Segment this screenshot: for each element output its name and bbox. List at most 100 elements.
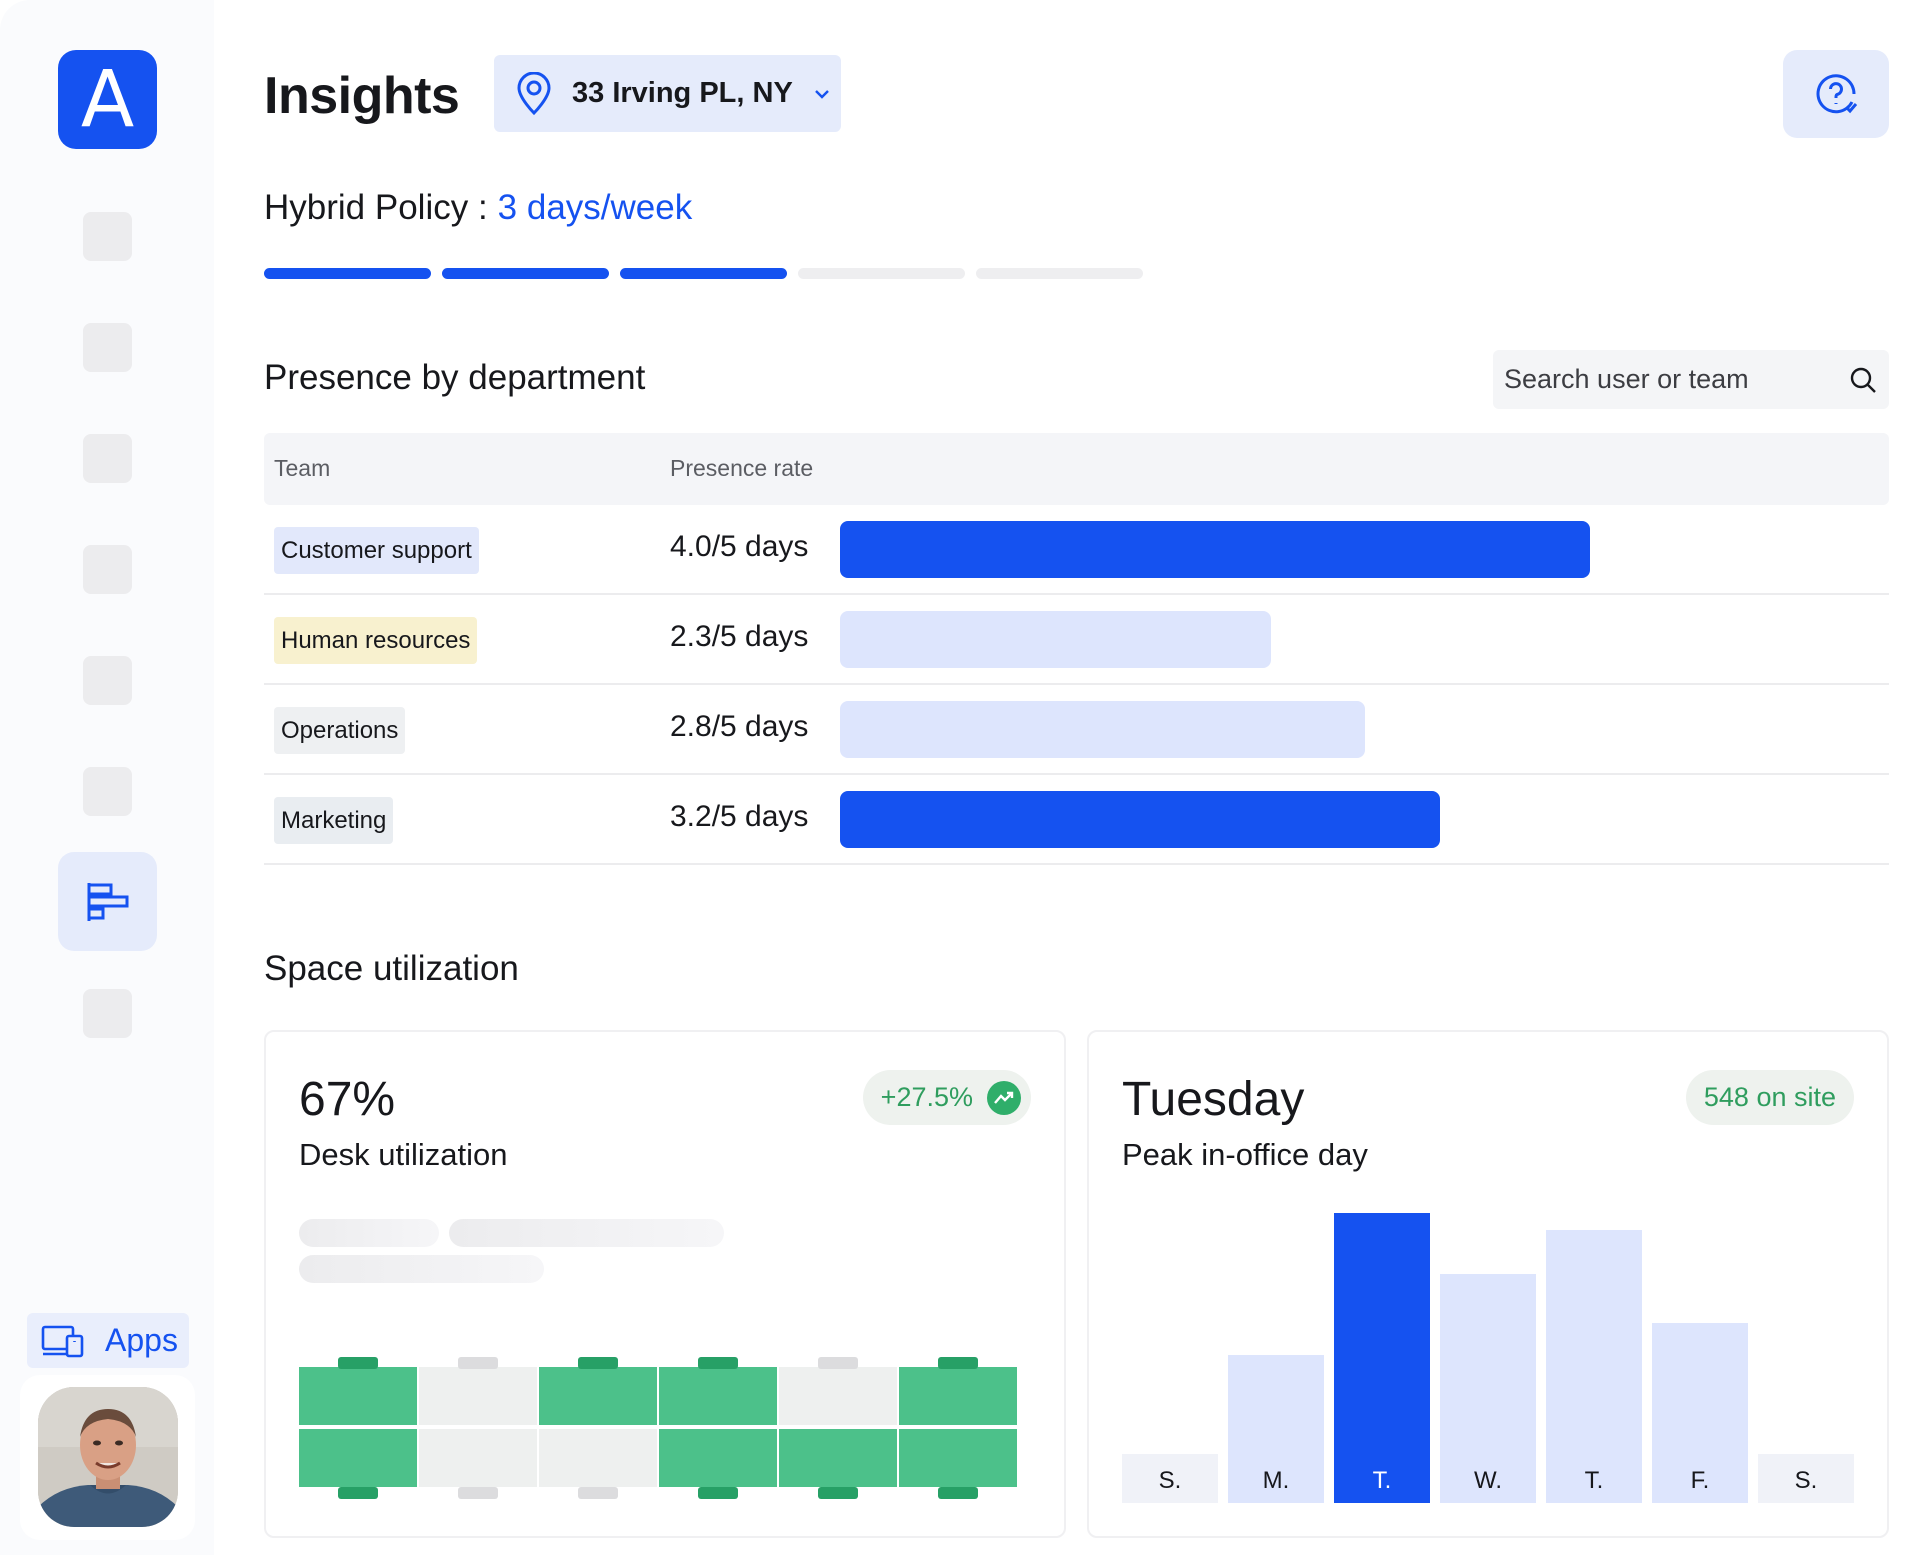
- presence-bar-track: [840, 701, 1889, 758]
- table-row[interactable]: Customer support 4.0/5 days: [264, 505, 1889, 595]
- policy-segment: [620, 268, 787, 279]
- table-row[interactable]: Marketing 3.2/5 days: [264, 775, 1889, 865]
- day-bar[interactable]: W.: [1440, 1274, 1536, 1503]
- policy-progress: [264, 268, 1143, 279]
- team-tag[interactable]: Customer support: [274, 527, 479, 574]
- search-icon: [1850, 367, 1876, 393]
- presence-title: Presence by department: [264, 358, 646, 397]
- skeleton-line: [299, 1219, 439, 1247]
- desk-free[interactable]: [779, 1367, 897, 1425]
- chair: [698, 1487, 738, 1499]
- day-label: T.: [1584, 1467, 1604, 1494]
- presence-bar: [840, 611, 1271, 668]
- space-title: Space utilization: [264, 949, 519, 988]
- presence-bar-track: [840, 611, 1889, 668]
- day-bar[interactable]: M.: [1228, 1355, 1324, 1503]
- desk-occupied[interactable]: [899, 1429, 1017, 1487]
- sidebar-item-4[interactable]: [83, 545, 132, 594]
- devices-icon: [41, 1325, 84, 1357]
- chair: [818, 1487, 858, 1499]
- desk-occupied[interactable]: [539, 1367, 657, 1425]
- table-header: Team Presence rate: [264, 433, 1889, 505]
- peak-day-card: Tuesday Peak in-office day 548 on site S…: [1087, 1030, 1889, 1538]
- presence-bar-track: [840, 791, 1889, 848]
- peak-day-value: Tuesday: [1122, 1073, 1305, 1126]
- column-team: Team: [274, 455, 331, 481]
- skeleton-line: [449, 1219, 724, 1247]
- day-bar[interactable]: S.: [1758, 1454, 1854, 1503]
- desk-occupied[interactable]: [659, 1367, 777, 1425]
- peak-day-label: Peak in-office day: [1122, 1137, 1368, 1172]
- chair: [458, 1357, 498, 1369]
- presence-bar: [840, 701, 1365, 758]
- chair: [338, 1487, 378, 1499]
- chair: [338, 1357, 378, 1369]
- day-label: M.: [1262, 1467, 1290, 1494]
- location-label: 33 Irving PL, NY: [572, 77, 793, 109]
- sidebar-item-insights[interactable]: [58, 852, 157, 951]
- app-logo[interactable]: A: [58, 50, 157, 149]
- location-pin-icon: [517, 71, 551, 115]
- avatar-container: [20, 1375, 195, 1540]
- location-dropdown[interactable]: 33 Irving PL, NY: [494, 55, 841, 132]
- page-title: Insights: [264, 67, 460, 125]
- apps-button[interactable]: Apps: [27, 1313, 189, 1368]
- on-site-count: 548 on site: [1703, 1082, 1836, 1112]
- trend-up-icon: [987, 1080, 1021, 1115]
- desk-free[interactable]: [539, 1429, 657, 1487]
- search-input[interactable]: Search user or team: [1493, 350, 1889, 409]
- day-label: F.: [1690, 1467, 1710, 1494]
- day-bar[interactable]: S.: [1122, 1454, 1218, 1503]
- day-bar[interactable]: T.: [1334, 1213, 1430, 1503]
- sidebar-item-2[interactable]: [83, 323, 132, 372]
- apps-label: Apps: [105, 1322, 178, 1358]
- search-placeholder: Search user or team: [1504, 364, 1749, 394]
- desk-utilization-label: Desk utilization: [299, 1137, 508, 1172]
- desk-free[interactable]: [419, 1367, 537, 1425]
- desk-occupied[interactable]: [299, 1367, 417, 1425]
- presence-rate: 4.0/5 days: [670, 530, 809, 563]
- policy-segment: [976, 268, 1143, 279]
- help-button[interactable]: [1783, 50, 1889, 138]
- sidebar-item-5[interactable]: [83, 656, 132, 705]
- day-bar[interactable]: F.: [1652, 1323, 1748, 1503]
- sidebar-item-3[interactable]: [83, 434, 132, 483]
- desk-occupied[interactable]: [779, 1429, 897, 1487]
- table-row[interactable]: Operations 2.8/5 days: [264, 685, 1889, 775]
- day-bar[interactable]: T.: [1546, 1230, 1642, 1503]
- presence-bar: [840, 521, 1590, 578]
- desk-occupied[interactable]: [299, 1429, 417, 1487]
- desk-occupied[interactable]: [899, 1367, 1017, 1425]
- team-tag[interactable]: Operations: [274, 707, 406, 754]
- policy-segment: [442, 268, 609, 279]
- policy-value: 3 days/week: [497, 188, 693, 227]
- chair: [938, 1357, 978, 1369]
- desk-free[interactable]: [419, 1429, 537, 1487]
- day-label: W.: [1474, 1467, 1502, 1494]
- policy-label: Hybrid Policy :: [264, 188, 488, 227]
- sidebar-item-7[interactable]: [83, 989, 132, 1038]
- desk-utilization-value: 67%: [299, 1073, 396, 1126]
- day-label: S.: [1794, 1467, 1818, 1494]
- chair: [458, 1487, 498, 1499]
- team-tag[interactable]: Marketing: [274, 797, 394, 844]
- avatar[interactable]: [38, 1387, 178, 1527]
- chair: [578, 1357, 618, 1369]
- team-tag[interactable]: Human resources: [274, 617, 478, 664]
- presence-rate: 2.8/5 days: [670, 710, 809, 743]
- chair: [578, 1487, 618, 1499]
- chair: [938, 1487, 978, 1499]
- change-value: +27.5%: [880, 1082, 973, 1112]
- desk-occupied[interactable]: [659, 1429, 777, 1487]
- chair: [698, 1357, 738, 1369]
- sidebar-item-6[interactable]: [83, 767, 132, 816]
- hybrid-policy: Hybrid Policy :3 days/week: [264, 188, 692, 228]
- table-row[interactable]: Human resources 2.3/5 days: [264, 595, 1889, 685]
- help-icon: [1816, 74, 1858, 114]
- day-label: T.: [1372, 1467, 1392, 1494]
- presence-bar-track: [840, 521, 1889, 578]
- change-badge: +27.5%: [862, 1070, 1031, 1125]
- day-label: S.: [1158, 1467, 1182, 1494]
- skeleton-line: [299, 1255, 544, 1283]
- sidebar-item-1[interactable]: [83, 212, 132, 261]
